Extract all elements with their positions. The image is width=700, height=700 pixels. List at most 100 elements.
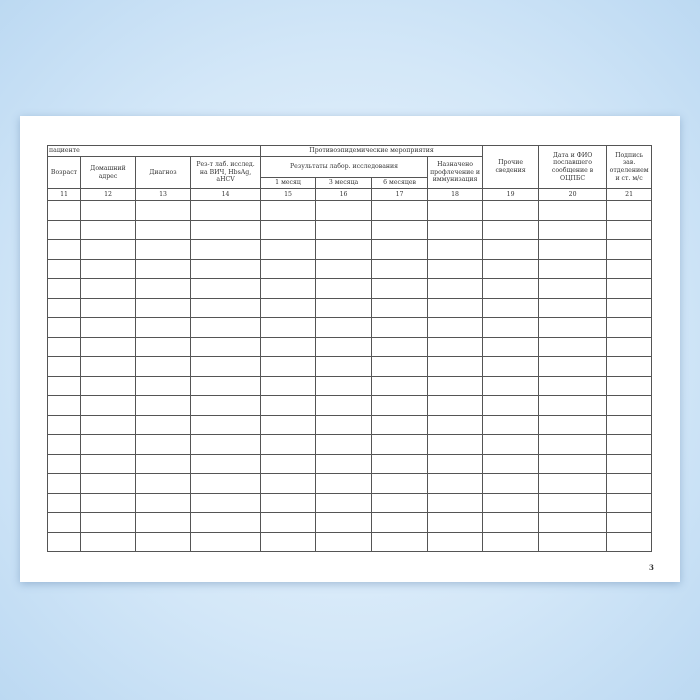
table-cell[interactable] [538,414,608,435]
table-cell[interactable] [606,531,653,552]
table-cell[interactable] [47,414,81,435]
table-cell[interactable] [47,375,81,396]
table-cell[interactable] [135,239,191,260]
table-cell[interactable] [427,317,484,338]
table-cell[interactable] [371,531,429,552]
table-cell[interactable] [315,414,373,435]
table-cell[interactable] [135,356,191,377]
table-cell[interactable] [260,512,317,533]
table-cell[interactable] [260,356,317,377]
table-cell[interactable] [80,317,136,338]
table-cell[interactable] [538,336,608,357]
table-cell[interactable] [189,531,262,552]
table-cell[interactable] [606,375,653,396]
table-cell[interactable] [427,434,484,455]
table-cell[interactable] [538,278,608,299]
table-cell[interactable] [135,414,191,435]
table-cell[interactable] [482,492,540,513]
table-cell[interactable] [135,336,191,357]
table-cell[interactable] [606,239,653,260]
table-cell[interactable] [538,395,608,416]
table-cell[interactable] [80,531,136,552]
table-cell[interactable] [189,453,262,474]
table-cell[interactable] [538,200,608,221]
table-cell[interactable] [606,219,653,240]
table-cell[interactable] [135,395,191,416]
table-cell[interactable] [315,336,373,357]
table-cell[interactable] [315,317,373,338]
table-cell[interactable] [260,200,317,221]
table-cell[interactable] [135,278,191,299]
table-cell[interactable] [135,375,191,396]
table-cell[interactable] [47,512,81,533]
table-cell[interactable] [315,434,373,455]
table-cell[interactable] [427,492,484,513]
table-cell[interactable] [371,258,429,279]
table-cell[interactable] [606,395,653,416]
table-cell[interactable] [260,414,317,435]
table-cell[interactable] [538,531,608,552]
table-cell[interactable] [538,356,608,377]
table-cell[interactable] [482,258,540,279]
table-cell[interactable] [606,434,653,455]
table-cell[interactable] [482,473,540,494]
table-cell[interactable] [189,434,262,455]
table-cell[interactable] [427,278,484,299]
table-cell[interactable] [260,278,317,299]
table-cell[interactable] [189,375,262,396]
table-cell[interactable] [260,258,317,279]
table-cell[interactable] [315,258,373,279]
table-cell[interactable] [315,219,373,240]
table-cell[interactable] [606,278,653,299]
table-cell[interactable] [135,473,191,494]
table-cell[interactable] [80,512,136,533]
table-cell[interactable] [189,473,262,494]
table-cell[interactable] [260,395,317,416]
table-cell[interactable] [538,258,608,279]
table-cell[interactable] [371,317,429,338]
table-cell[interactable] [482,239,540,260]
table-cell[interactable] [260,239,317,260]
table-cell[interactable] [189,258,262,279]
table-cell[interactable] [371,278,429,299]
table-cell[interactable] [315,297,373,318]
table-cell[interactable] [47,434,81,455]
table-cell[interactable] [538,239,608,260]
table-cell[interactable] [47,453,81,474]
table-cell[interactable] [315,278,373,299]
table-cell[interactable] [189,278,262,299]
table-cell[interactable] [47,336,81,357]
table-cell[interactable] [315,375,373,396]
table-cell[interactable] [371,239,429,260]
table-cell[interactable] [189,336,262,357]
table-cell[interactable] [189,356,262,377]
table-cell[interactable] [482,434,540,455]
table-cell[interactable] [80,200,136,221]
table-cell[interactable] [427,336,484,357]
table-cell[interactable] [538,317,608,338]
table-cell[interactable] [80,473,136,494]
table-cell[interactable] [80,414,136,435]
table-cell[interactable] [80,375,136,396]
table-cell[interactable] [606,336,653,357]
table-cell[interactable] [189,219,262,240]
table-cell[interactable] [47,531,81,552]
table-cell[interactable] [189,239,262,260]
table-cell[interactable] [427,219,484,240]
table-cell[interactable] [47,258,81,279]
table-cell[interactable] [371,414,429,435]
table-cell[interactable] [80,356,136,377]
table-cell[interactable] [606,200,653,221]
table-cell[interactable] [47,297,81,318]
table-cell[interactable] [315,473,373,494]
table-cell[interactable] [606,356,653,377]
table-cell[interactable] [80,258,136,279]
table-cell[interactable] [538,492,608,513]
table-cell[interactable] [315,492,373,513]
table-cell[interactable] [80,336,136,357]
table-cell[interactable] [482,297,540,318]
table-cell[interactable] [427,395,484,416]
table-cell[interactable] [315,200,373,221]
table-cell[interactable] [606,473,653,494]
table-cell[interactable] [135,297,191,318]
